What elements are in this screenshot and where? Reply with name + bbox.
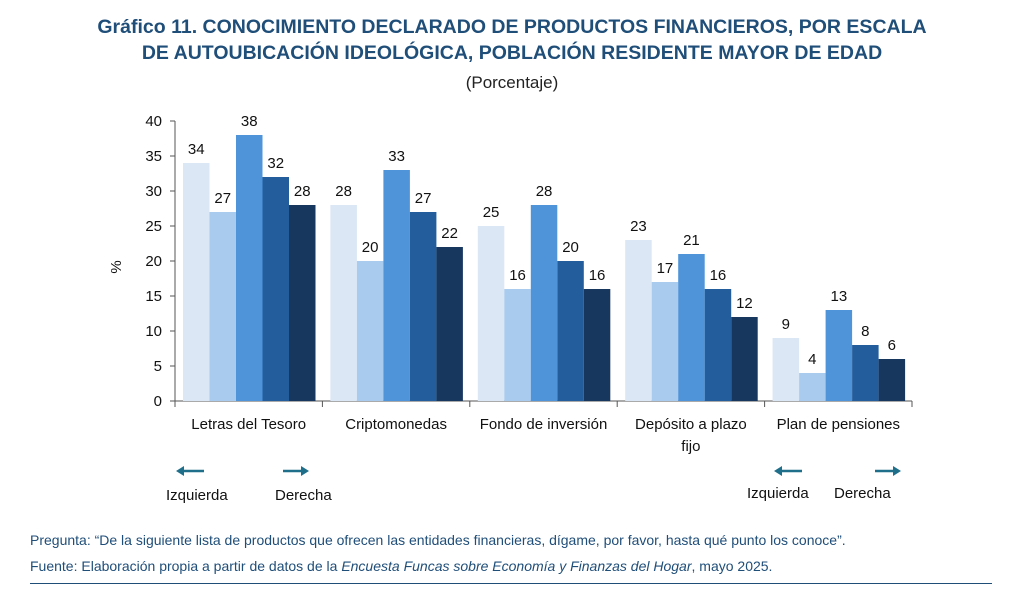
bar: [772, 338, 800, 401]
data-label: 33: [388, 148, 405, 165]
y-tick-label: 20: [145, 253, 162, 270]
source-title: Encuesta Funcas sobre Economía y Finanza…: [341, 558, 692, 574]
y-tick-label: 30: [145, 183, 162, 200]
bar: [436, 247, 463, 401]
bar: [852, 345, 879, 401]
y-tick-label: 25: [145, 218, 162, 235]
y-tick-label: 35: [145, 148, 162, 165]
data-label: 9: [782, 316, 790, 333]
x-tick-label: Letras del Tesoro: [191, 416, 306, 433]
arrow-right-icon: [283, 466, 309, 476]
data-label: 22: [441, 225, 458, 242]
bar: [530, 205, 558, 401]
bar: [799, 373, 826, 401]
data-label: 12: [736, 295, 753, 312]
bar: [262, 177, 289, 401]
y-axis-label: %: [108, 260, 125, 273]
bar: [409, 212, 437, 401]
y-tick-label: 5: [154, 358, 162, 375]
y-tick-label: 10: [145, 323, 162, 340]
data-label: 16: [589, 267, 606, 284]
x-tick-label: Criptomonedas: [345, 416, 447, 433]
x-tick-label: Plan de pensiones: [777, 416, 900, 433]
data-label: 28: [335, 183, 352, 200]
data-label: 16: [509, 267, 526, 284]
data-label: 28: [294, 183, 311, 200]
data-label: 32: [267, 155, 284, 172]
data-label: 6: [888, 337, 896, 354]
data-label: 20: [562, 239, 579, 256]
bar: [678, 254, 705, 401]
data-label: 38: [241, 113, 258, 130]
bar: [330, 205, 357, 401]
bar: [383, 170, 410, 401]
data-label: 21: [683, 232, 700, 249]
arrow-right-icon: [875, 466, 901, 476]
x-tick-label: Depósito a plazo: [635, 416, 747, 433]
bar: [625, 240, 652, 401]
bar: [183, 163, 210, 401]
chart-title-line-1: Gráfico 11. CONOCIMIENTO DECLARADO DE PR…: [97, 16, 927, 38]
y-tick-label: 40: [145, 113, 162, 130]
bar: [878, 359, 906, 401]
data-label: 25: [483, 204, 500, 221]
source-suffix: , mayo 2025.: [691, 558, 773, 574]
bar: [557, 261, 584, 401]
data-label: 8: [861, 323, 869, 340]
data-label: 23: [630, 218, 647, 235]
data-label: 27: [214, 190, 231, 207]
bar: [356, 261, 384, 401]
scale-left-label: Izquierda: [747, 485, 809, 502]
scale-right-label: Derecha: [834, 485, 891, 502]
data-label: 27: [415, 190, 432, 207]
bar: [651, 282, 679, 401]
question-note: Pregunta: “De la siguiente lista de prod…: [30, 532, 846, 548]
bar: [825, 310, 853, 401]
bar: [583, 289, 611, 401]
source-prefix: Fuente: Elaboración propia a partir de d…: [30, 558, 342, 574]
chart-title-line-2: DE AUTOUBICACIÓN IDEOLÓGICA, POBLACIÓN R…: [141, 42, 883, 64]
y-tick-label: 15: [145, 288, 162, 305]
data-label: 28: [536, 183, 553, 200]
chart-subtitle: (Porcentaje): [465, 73, 559, 92]
bar: [731, 317, 758, 401]
bar: [289, 205, 316, 401]
bar: [236, 135, 263, 401]
bar: [477, 226, 505, 401]
arrow-left-icon: [774, 466, 802, 476]
scale-left-label: Izquierda: [166, 487, 228, 504]
x-tick-label: Fondo de inversión: [480, 416, 608, 433]
data-label: 4: [808, 351, 816, 368]
data-label: 20: [362, 239, 379, 256]
bar-chart: 0 5 10 15 20 25 30 35 40% 34 27 38 32 28 Letras del Te…: [108, 113, 913, 455]
bar: [704, 289, 732, 401]
footer-divider: [30, 583, 992, 584]
source-note: Fuente: Elaboración propia a partir de d…: [30, 558, 772, 574]
data-label: 16: [710, 267, 727, 284]
bar: [504, 289, 531, 401]
scale-right-label: Derecha: [275, 487, 332, 504]
bar: [209, 212, 236, 401]
data-label: 34: [188, 141, 205, 158]
data-label: 17: [657, 260, 674, 277]
data-label: 13: [831, 288, 848, 305]
x-tick-label: fijo: [681, 438, 700, 455]
y-tick-label: 0: [154, 393, 162, 410]
arrow-left-icon: [176, 466, 204, 476]
